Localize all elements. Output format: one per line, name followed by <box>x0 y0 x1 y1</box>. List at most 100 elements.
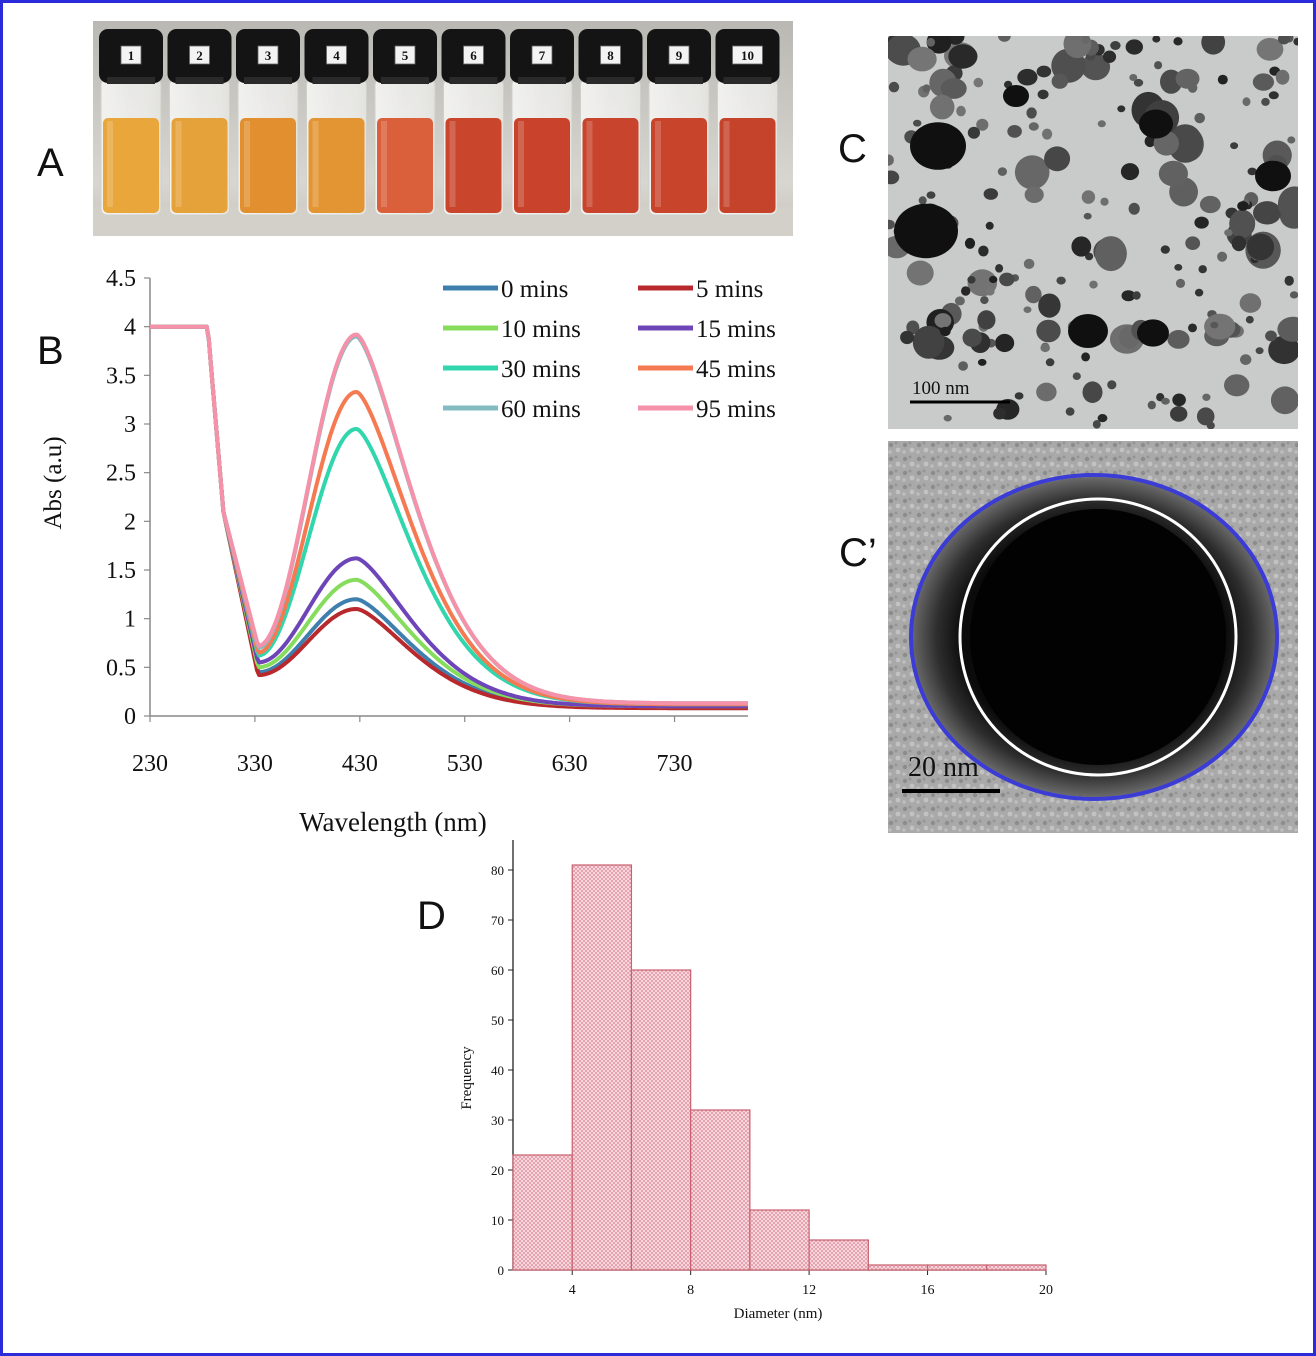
nanoparticle <box>1147 400 1156 410</box>
nanoparticle <box>993 407 1006 420</box>
vial: 9 <box>647 29 711 216</box>
nanoparticle <box>1284 275 1294 286</box>
spectrum-line <box>150 324 748 706</box>
spectrum-line <box>150 324 748 709</box>
nanoparticle <box>1117 105 1126 113</box>
legend-label: 45 mins <box>696 356 776 383</box>
histogram-bar <box>571 864 633 1271</box>
nanoparticle <box>1217 251 1228 262</box>
histogram-bar <box>986 1264 1047 1271</box>
nanoparticle <box>1081 352 1090 362</box>
x-tick-label: 630 <box>552 751 588 777</box>
nanoparticle <box>1056 276 1066 285</box>
nanoparticle <box>1132 291 1141 300</box>
vial-number: 4 <box>333 48 340 63</box>
nanoparticle <box>1256 37 1284 61</box>
nanoparticle <box>1229 209 1256 238</box>
histogram-bar <box>630 969 692 1271</box>
nanoparticle <box>985 221 994 230</box>
legend-label: 95 mins <box>696 396 776 423</box>
spectrum-line <box>150 324 748 711</box>
vial: 4 <box>304 29 369 216</box>
nanoparticle <box>1152 36 1161 43</box>
nanoparticle <box>1194 216 1209 229</box>
nanoparticle <box>1107 380 1117 390</box>
nanoparticle <box>958 361 968 371</box>
nanoparticle <box>1036 382 1057 402</box>
nanoparticle <box>997 167 1007 176</box>
nanoparticle <box>1023 306 1032 314</box>
vial-liquid <box>445 118 502 213</box>
nanoparticle <box>1082 381 1103 404</box>
nanoparticle <box>1167 124 1203 163</box>
vial: 5 <box>373 29 437 216</box>
nanoparticle <box>1161 397 1170 405</box>
nanoparticle <box>1081 190 1096 204</box>
nanoparticle <box>926 37 936 47</box>
vial-liquid <box>308 118 365 213</box>
nanoparticle <box>1102 50 1117 63</box>
nanoparticle <box>1040 343 1050 353</box>
nanoparticle <box>918 196 927 205</box>
nanoparticle <box>940 78 967 99</box>
x-tick-label: 330 <box>237 751 273 777</box>
nanoparticle <box>1172 393 1186 407</box>
shell-outline <box>909 473 1279 801</box>
histogram-bar <box>690 1109 751 1271</box>
nanoparticle <box>1293 37 1298 46</box>
nanoparticle <box>1202 393 1211 401</box>
nanoparticle <box>1007 125 1022 138</box>
nanoparticle <box>1129 74 1138 81</box>
nanoparticle <box>1097 120 1106 128</box>
vial: 6 <box>441 29 506 216</box>
x-tick-label: 430 <box>342 751 378 777</box>
tem-image-single-particle: 20 nm <box>888 441 1298 833</box>
nanoparticle <box>888 170 900 185</box>
panel-label-a: A <box>37 141 64 185</box>
nanoparticle <box>1081 53 1111 81</box>
nanoparticle <box>1037 89 1049 100</box>
scale-bar-label: 20 nm <box>908 752 979 783</box>
uv-vis-chart: 0 0.5 1 1.5 2 2.5 3 3.5 4 4.5 230 330 430 530 630 730 0… <box>40 266 776 837</box>
nanoparticle <box>1028 122 1039 131</box>
vial-liquid <box>377 118 433 213</box>
nanoparticle <box>1275 69 1290 85</box>
nanoparticle <box>1198 265 1207 274</box>
nanoparticle <box>900 330 915 345</box>
nanoparticle <box>1268 91 1279 100</box>
nanoparticle <box>1026 107 1037 119</box>
vial-number: 9 <box>676 48 683 63</box>
vial-number: 1 <box>128 48 135 63</box>
x-tick-label: 8 <box>687 1283 694 1298</box>
nanoparticle <box>967 126 980 139</box>
nanoparticle <box>1261 97 1270 106</box>
vial-liquid <box>651 118 707 213</box>
legend-label: 10 mins <box>501 316 581 343</box>
legend-label: 15 mins <box>696 316 776 343</box>
histogram-bar <box>808 1239 869 1271</box>
vial: 3 <box>236 29 300 216</box>
nanoparticle <box>1199 195 1221 214</box>
nanoparticle <box>985 287 995 296</box>
nanoparticle <box>1160 245 1170 254</box>
nanoparticle <box>1133 78 1144 87</box>
nanoparticle <box>1255 160 1291 192</box>
nanoparticle <box>1289 291 1298 299</box>
nanoparticle <box>894 203 958 259</box>
vial: 7 <box>510 29 574 216</box>
nanoparticle <box>1137 319 1169 347</box>
nanoparticle <box>1231 235 1247 252</box>
nanoparticle <box>977 358 987 366</box>
histogram-bar <box>926 1264 988 1271</box>
legend-label: 60 mins <box>501 396 581 423</box>
nanoparticle <box>1158 160 1188 187</box>
nanoparticle <box>1217 74 1228 85</box>
nanoparticle <box>1045 358 1055 367</box>
y-tick-label: 1.5 <box>106 558 136 584</box>
nanoparticle <box>1014 155 1050 190</box>
nanoparticle <box>1120 163 1140 181</box>
nanoparticle <box>1017 68 1038 86</box>
nanoparticle <box>980 296 989 305</box>
nanoparticle <box>948 44 978 69</box>
